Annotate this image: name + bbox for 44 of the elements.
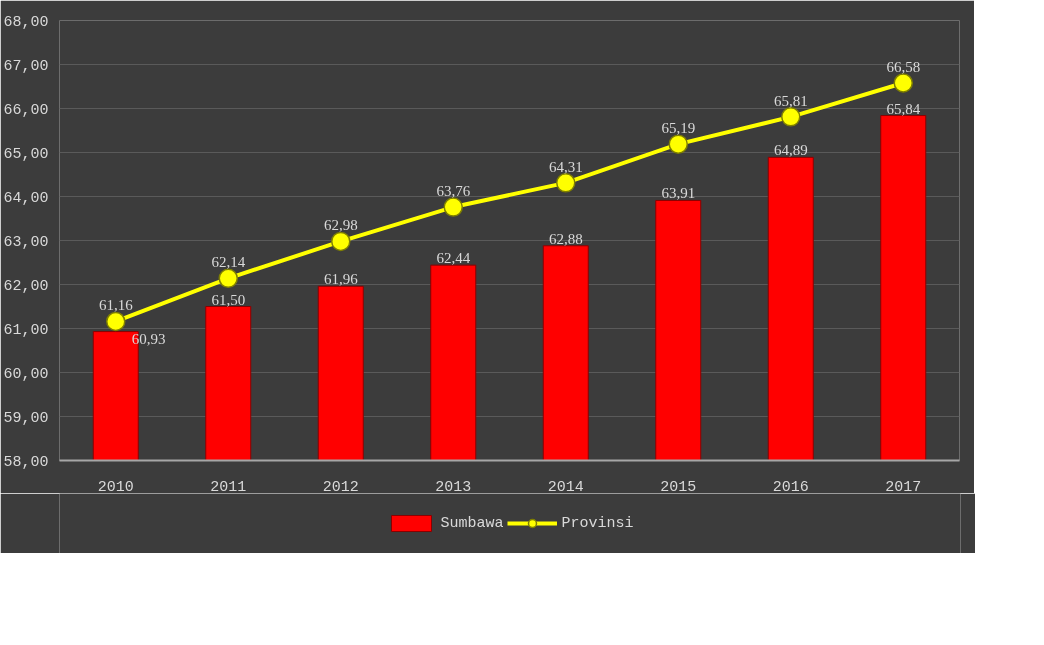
- data-label: 62,14: [211, 254, 246, 271]
- point: [781, 107, 801, 127]
- y-tick-label: 59,00: [3, 409, 49, 427]
- legend-label: Sumbawa: [440, 514, 504, 532]
- x-tick-label: 2016: [772, 478, 809, 496]
- data-label: 64,31: [548, 158, 583, 175]
- data-label: 66,58: [886, 58, 921, 75]
- data-label: 61,16: [98, 297, 134, 314]
- y-tick-label: 62,00: [3, 277, 49, 295]
- y-tick-label: 60,00: [3, 365, 49, 383]
- data-label: 63,76: [436, 183, 471, 200]
- y-tick-label: 65,00: [3, 145, 49, 163]
- data-label: 62,98: [323, 217, 358, 234]
- y-tick-label: 64,00: [3, 189, 49, 207]
- point: [556, 173, 576, 193]
- data-label: 65,84: [886, 100, 921, 117]
- x-tick-label: 2012: [322, 478, 359, 496]
- point: [443, 197, 463, 217]
- x-tick-label: 2010: [97, 478, 134, 496]
- x-tick-label: 2017: [885, 478, 922, 496]
- x-tick-label: 2014: [547, 478, 584, 496]
- data-label: 65,81: [773, 92, 808, 109]
- data-label: 61,96: [323, 271, 359, 288]
- y-tick-label: 63,00: [3, 233, 49, 251]
- data-label: 63,91: [661, 185, 696, 202]
- y-tick-label: 67,00: [3, 57, 49, 75]
- legend-label: Provinsi: [561, 514, 634, 532]
- y-tick-label: 68,00: [3, 13, 49, 31]
- point: [893, 73, 913, 93]
- data-label: 62,44: [436, 250, 471, 267]
- data-label: 64,89: [773, 142, 808, 159]
- x-tick-label: 2011: [210, 478, 247, 496]
- point: [331, 231, 351, 252]
- y-tick-label: 58,00: [3, 453, 49, 471]
- data-label: 65,19: [661, 120, 696, 137]
- point: [218, 268, 238, 289]
- point: [668, 134, 688, 154]
- x-tick-label: 2013: [435, 478, 472, 496]
- data-label: 61,50: [211, 291, 246, 308]
- point: [106, 311, 126, 332]
- data-label: 62,88: [548, 230, 583, 247]
- y-tick-label: 61,00: [3, 321, 49, 339]
- x-tick-label: 2015: [660, 478, 697, 496]
- y-tick-label: 66,00: [3, 101, 49, 119]
